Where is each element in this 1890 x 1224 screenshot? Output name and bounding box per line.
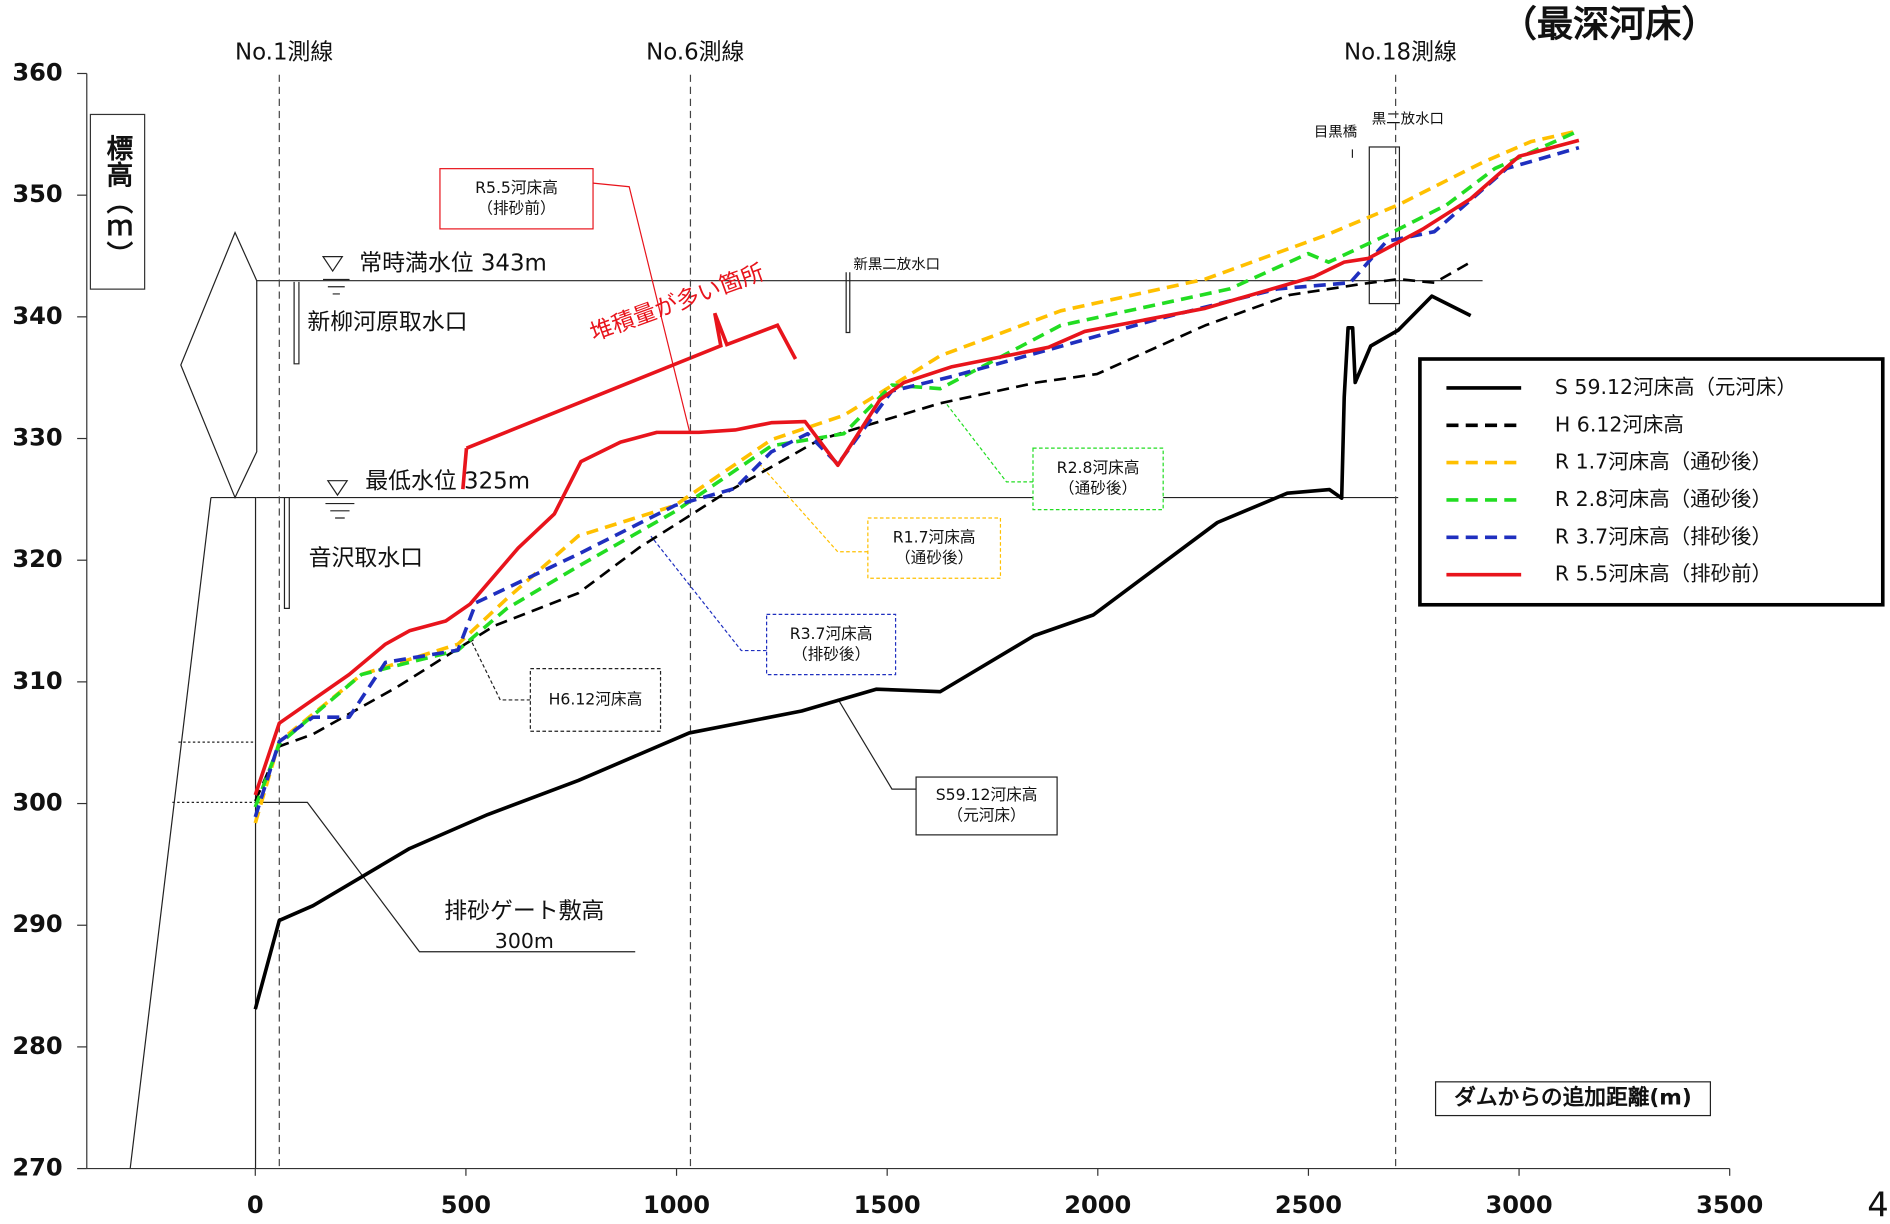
note: 黒二放水口 bbox=[1372, 110, 1444, 127]
survey-label: No.18測線 bbox=[1344, 40, 1457, 66]
series-line bbox=[253, 294, 1472, 1010]
callout-box bbox=[915, 776, 1058, 836]
intake-pipe bbox=[283, 281, 300, 609]
note: 排砂ゲート敷高 bbox=[444, 898, 604, 924]
series-line bbox=[253, 145, 1580, 818]
dam-crest bbox=[180, 230, 258, 500]
callout-leader bbox=[837, 698, 917, 790]
y-tick-label: 290 bbox=[12, 910, 62, 938]
callout-box bbox=[867, 517, 1002, 579]
survey-label: No.1測線 bbox=[235, 40, 333, 66]
note: 300m bbox=[495, 929, 554, 953]
dam-dotted bbox=[172, 741, 256, 803]
ylabel-box bbox=[89, 113, 146, 290]
callout-leader bbox=[758, 463, 868, 553]
x-tick-label: 3000 bbox=[1486, 1191, 1553, 1219]
note: 音沢取水口 bbox=[309, 545, 423, 571]
x-tick-label: 0 bbox=[247, 1191, 264, 1219]
callout-leader bbox=[650, 535, 767, 652]
legend-label: R 3.7河床高（排砂後） bbox=[1555, 524, 1772, 548]
legend-label: R 1.7河床高（通砂後） bbox=[1555, 450, 1772, 474]
callout-box bbox=[766, 613, 897, 676]
page-number: 4 bbox=[1867, 1186, 1888, 1224]
chart-title: （最深河床） bbox=[1501, 3, 1718, 46]
callout-leader bbox=[469, 638, 531, 701]
xlabel-box bbox=[1434, 1081, 1712, 1117]
y-tick-label: 280 bbox=[12, 1032, 62, 1060]
survey-label: No.6測線 bbox=[646, 40, 744, 66]
callout-text: （通砂後） bbox=[1059, 479, 1137, 498]
y-tick-label: 270 bbox=[12, 1154, 62, 1182]
callout-text: R1.7河床高 bbox=[893, 527, 976, 546]
dam-body bbox=[129, 496, 257, 1169]
y-tick-label: 310 bbox=[12, 667, 62, 695]
y-axis-label: 標高（ｍ） bbox=[101, 135, 132, 268]
deposit-bracket bbox=[461, 312, 798, 490]
callout-box bbox=[1032, 447, 1164, 511]
x-tick-label: 1500 bbox=[854, 1191, 921, 1219]
outlet-box bbox=[1368, 146, 1401, 305]
x-tick-label: 500 bbox=[441, 1191, 491, 1219]
water-symbol bbox=[321, 256, 355, 519]
note: 最低水位 325m bbox=[365, 468, 530, 494]
callout-box bbox=[439, 168, 594, 230]
x-tick-label: 1000 bbox=[643, 1191, 710, 1219]
y-tick-label: 350 bbox=[12, 180, 62, 208]
series-line bbox=[253, 128, 1580, 824]
legend-label: R 2.8河床高（通砂後） bbox=[1555, 487, 1772, 511]
callout-text: S59.12河床高 bbox=[936, 785, 1038, 804]
series-line bbox=[253, 138, 1580, 796]
x-axis-label: ダムからの追加距離(m) bbox=[1454, 1085, 1692, 1111]
callout-text: （元河床） bbox=[947, 806, 1025, 825]
legend-label: H 6.12河床高 bbox=[1555, 412, 1684, 436]
x-tick-label: 2000 bbox=[1064, 1191, 1131, 1219]
callout-text: （通砂後） bbox=[895, 548, 973, 567]
callout-leader bbox=[592, 182, 691, 432]
callout-leader bbox=[945, 403, 1033, 483]
callout-text: （排砂前） bbox=[477, 199, 555, 218]
y-tick-label: 360 bbox=[12, 58, 62, 86]
note: 目黒橋 bbox=[1314, 124, 1358, 141]
note: 常時満水位 343m bbox=[359, 250, 547, 276]
callout-text: R2.8河床高 bbox=[1057, 458, 1140, 477]
note: 新黒二放水口 bbox=[853, 256, 940, 273]
dam bbox=[129, 146, 1483, 1169]
x-tick-label: 2500 bbox=[1275, 1191, 1342, 1219]
y-tick-label: 320 bbox=[12, 545, 62, 573]
callout-box bbox=[529, 668, 662, 732]
legend-label: R 5.5河床高（排砂前） bbox=[1555, 562, 1772, 586]
y-tick-label: 330 bbox=[12, 424, 62, 452]
note: 新柳河原取水口 bbox=[307, 309, 467, 335]
outlet-pipe bbox=[845, 272, 851, 334]
callout-text: R3.7河床高 bbox=[790, 624, 873, 643]
x-tick-label: 3500 bbox=[1696, 1191, 1763, 1219]
legend-box bbox=[1418, 357, 1885, 607]
y-tick-label: 300 bbox=[12, 789, 62, 817]
legend-label: S 59.12河床高（元河床） bbox=[1555, 375, 1797, 399]
callout-text: H6.12河床高 bbox=[549, 689, 643, 708]
series-line bbox=[254, 260, 1472, 802]
callout-text: （排砂後） bbox=[792, 644, 870, 663]
note: 堆積量が多い箇所 bbox=[587, 260, 768, 347]
callout-text: R5.5河床高 bbox=[475, 178, 558, 197]
y-tick-label: 340 bbox=[12, 302, 62, 330]
gate-leader bbox=[255, 801, 636, 953]
